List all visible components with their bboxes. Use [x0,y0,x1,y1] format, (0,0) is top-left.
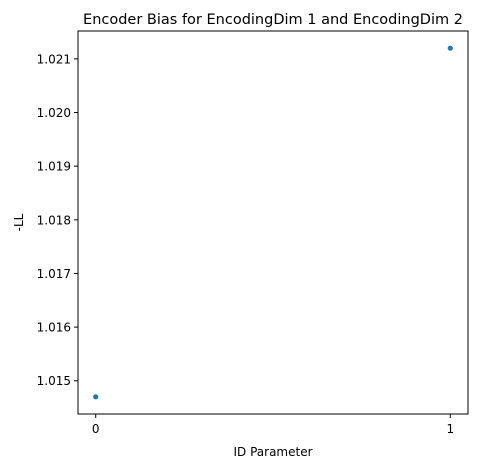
y-tick-label: 1.021 [37,52,71,66]
data-point [93,394,99,400]
x-tick-label: 0 [92,422,100,436]
y-tick-label: 1.016 [37,321,71,335]
y-axis-label: -LL [12,213,26,231]
data-points [93,45,453,400]
y-tick-label: 1.019 [37,160,71,174]
y-tick-label: 1.020 [37,106,71,120]
plot-area [77,30,469,415]
data-point [447,45,453,51]
chart-title: Encoder Bias for EncodingDim 1 and Encod… [83,12,463,28]
x-tick-label: 1 [446,422,454,436]
y-tick-label: 1.017 [37,267,71,281]
x-axis-label: ID Parameter [233,445,312,459]
y-axis: 1.015 1.016 1.017 1.018 1.019 1.020 1.021 [37,52,78,388]
y-tick-label: 1.015 [37,374,71,388]
y-tick-label: 1.018 [37,213,71,227]
